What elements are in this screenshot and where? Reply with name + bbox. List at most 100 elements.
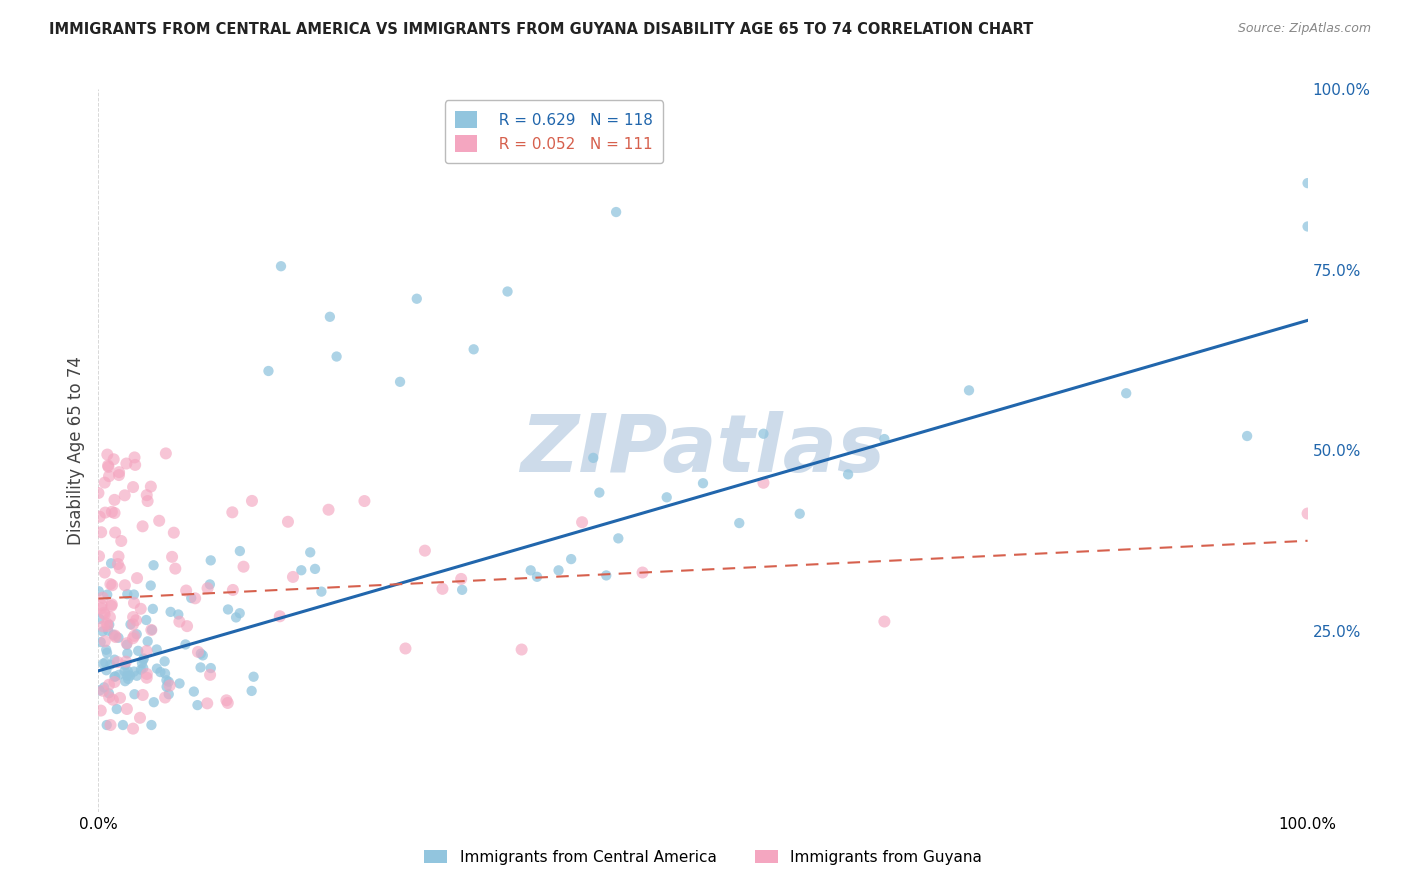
Point	[117, 587, 139, 601]
Point	[100, 557, 122, 571]
Point	[225, 610, 247, 624]
Point	[789, 507, 811, 521]
Point	[103, 492, 125, 507]
Point	[752, 475, 775, 490]
Point	[560, 552, 582, 566]
Point	[90, 704, 112, 718]
Point	[135, 488, 157, 502]
Point	[605, 205, 627, 219]
Point	[110, 534, 132, 549]
Point	[115, 638, 138, 652]
Point	[91, 619, 114, 633]
Point	[103, 506, 125, 520]
Point	[139, 578, 162, 592]
Point	[153, 666, 176, 681]
Point	[114, 658, 136, 673]
Point	[101, 692, 124, 706]
Point	[103, 653, 125, 667]
Point	[217, 602, 239, 616]
Point	[139, 480, 162, 494]
Point	[107, 655, 129, 669]
Point	[114, 664, 136, 678]
Point	[155, 446, 177, 460]
Point	[142, 695, 165, 709]
Point	[547, 563, 569, 577]
Point	[94, 506, 117, 520]
Point	[957, 384, 980, 398]
Point	[174, 637, 197, 651]
Point	[122, 629, 145, 643]
Point	[122, 617, 145, 632]
Point	[136, 494, 159, 508]
Point	[1296, 219, 1319, 234]
Point	[200, 553, 222, 567]
Point	[169, 676, 191, 690]
Point	[122, 722, 145, 736]
Point	[96, 616, 118, 631]
Point	[197, 581, 219, 595]
Point	[108, 668, 131, 682]
Point	[120, 617, 142, 632]
Point	[319, 310, 342, 324]
Point	[122, 610, 145, 624]
Point	[141, 623, 163, 637]
Point	[582, 450, 605, 465]
Point	[117, 647, 139, 661]
Point	[105, 702, 128, 716]
Point	[187, 645, 209, 659]
Point	[270, 259, 292, 273]
Point	[87, 549, 110, 564]
Point	[101, 505, 124, 519]
Point	[117, 672, 139, 686]
Point	[163, 525, 186, 540]
Point	[145, 642, 167, 657]
Point	[114, 674, 136, 689]
Point	[180, 591, 202, 605]
Point	[135, 644, 157, 658]
Point	[87, 486, 110, 500]
Point	[96, 646, 118, 660]
Point	[413, 543, 436, 558]
Point	[141, 718, 163, 732]
Point	[89, 612, 111, 626]
Point	[129, 602, 152, 616]
Point	[111, 718, 134, 732]
Point	[132, 652, 155, 666]
Point	[131, 519, 153, 533]
Point	[98, 469, 121, 483]
Point	[107, 557, 129, 571]
Point	[98, 678, 121, 692]
Point	[97, 624, 120, 638]
Legend: Immigrants from Central America, Immigrants from Guyana: Immigrants from Central America, Immigra…	[418, 844, 988, 871]
Point	[108, 690, 131, 705]
Point	[692, 476, 714, 491]
Point	[125, 613, 148, 627]
Point	[149, 665, 172, 679]
Point	[526, 570, 548, 584]
Point	[122, 588, 145, 602]
Point	[104, 630, 127, 644]
Point	[96, 718, 118, 732]
Point	[873, 615, 896, 629]
Point	[141, 623, 163, 637]
Point	[125, 571, 148, 585]
Point	[104, 669, 127, 683]
Point	[93, 607, 115, 622]
Point	[157, 687, 180, 701]
Point	[136, 634, 159, 648]
Point	[496, 285, 519, 299]
Point	[655, 491, 678, 505]
Point	[229, 544, 252, 558]
Point	[394, 641, 416, 656]
Point	[191, 648, 214, 663]
Point	[451, 582, 474, 597]
Point	[463, 343, 485, 357]
Point	[169, 615, 191, 629]
Point	[96, 448, 118, 462]
Point	[165, 561, 187, 575]
Point	[97, 459, 120, 474]
Point	[94, 566, 117, 580]
Point	[118, 668, 141, 682]
Point	[728, 516, 751, 530]
Point	[97, 458, 120, 473]
